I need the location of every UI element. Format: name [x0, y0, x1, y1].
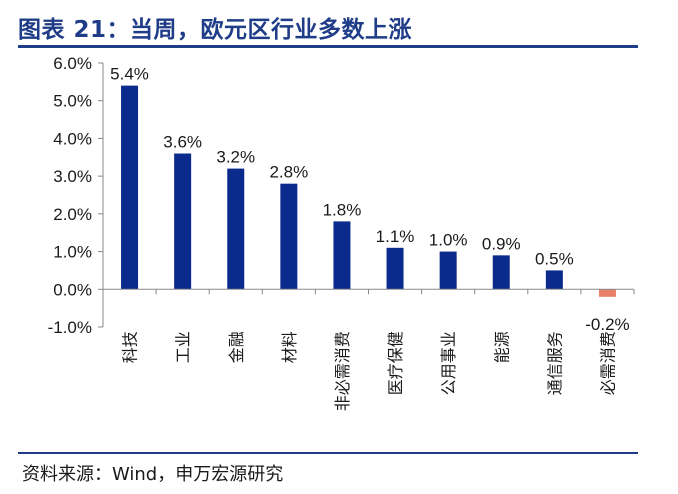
data-label: 1.8% — [323, 200, 362, 219]
bar — [598, 289, 616, 297]
data-label: 1.1% — [376, 227, 415, 246]
bar — [227, 168, 245, 290]
bar — [121, 85, 139, 290]
bars — [121, 85, 616, 297]
category-label: 能源 — [492, 331, 511, 363]
data-label: 3.6% — [163, 133, 202, 152]
bar — [492, 255, 510, 290]
category-label: 材料 — [280, 331, 299, 363]
y-tick-label: 4.0% — [53, 129, 92, 148]
category-label: 非必需消费 — [333, 331, 352, 411]
x-axis: 科技 工业 金融 材料 非必需消费 医疗保健 公用事业 能源 通信服务 必需消费 — [102, 288, 635, 411]
y-tick-label: 6.0% — [53, 54, 92, 73]
bar — [439, 251, 457, 290]
data-label: 2.8% — [269, 163, 308, 182]
title-divider — [18, 45, 638, 48]
category-label: 通信服务 — [545, 331, 564, 395]
chart-title: 图表 21：当周，欧元区行业多数上涨 — [18, 17, 413, 43]
data-label: -0.2% — [585, 315, 629, 334]
category-label: 金融 — [227, 331, 246, 363]
data-label: 3.2% — [216, 148, 255, 167]
bar — [280, 183, 298, 290]
y-tick-label: 3.0% — [53, 167, 92, 186]
category-label: 科技 — [121, 331, 140, 363]
data-label: 1.0% — [429, 231, 468, 250]
y-tick-label: 2.0% — [53, 205, 92, 224]
bar — [386, 247, 404, 290]
source-note: 资料来源：Wind，申万宏源研究 — [22, 464, 284, 485]
y-tick-label: 0.0% — [53, 280, 92, 299]
data-label: 0.5% — [535, 249, 574, 268]
y-tick-label: 1.0% — [53, 243, 92, 262]
bar — [333, 221, 351, 290]
y-tick-label: 5.0% — [53, 92, 92, 111]
category-label: 医疗保健 — [386, 331, 405, 395]
bar — [174, 153, 192, 290]
data-label: 0.9% — [482, 234, 521, 253]
footer-divider — [18, 452, 638, 454]
data-labels: 5.4% 3.6% 3.2% 2.8% 1.8% 1.1% 1.0% 0.9% 0.5% -0.2… — [110, 65, 629, 334]
category-label: 必需消费 — [598, 331, 617, 395]
bar — [545, 270, 563, 290]
data-label: 5.4% — [110, 65, 149, 84]
y-tick-label: -1.0% — [48, 318, 92, 337]
category-label: 工业 — [174, 331, 193, 363]
category-label: 公用事业 — [439, 331, 458, 395]
y-axis: 6.0% 5.0% 4.0% 3.0% 2.0% 1.0% 0.0% -1.0% — [48, 54, 104, 337]
